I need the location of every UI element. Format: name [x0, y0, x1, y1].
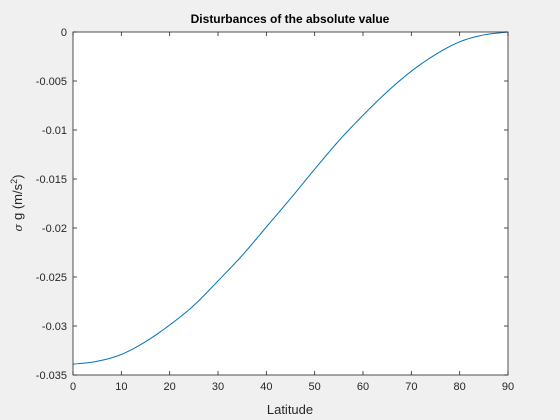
x-tick-label: 20 [164, 381, 176, 393]
y-tick-label: 0 [61, 27, 67, 39]
x-tick-label: 60 [357, 381, 369, 393]
y-tick-label: -0.03 [42, 321, 67, 333]
plot-frame [72, 31, 509, 376]
y-tick-label: -0.02 [42, 223, 67, 235]
y-axis-label-sigma: σ [12, 224, 25, 232]
x-tick-label: 90 [502, 381, 514, 393]
x-tick-label: 40 [260, 381, 272, 393]
y-axis-label-prefix: g (m/s [10, 183, 25, 220]
x-tick-labels: 0 10 20 30 40 50 60 70 80 90 [70, 381, 514, 393]
series-line [72, 31, 509, 365]
y-axis-label: σ g (m/s2) [9, 175, 25, 232]
y-tick-label: -0.01 [42, 125, 67, 137]
ticks-layer [72, 31, 509, 376]
x-tick-label: 10 [115, 381, 127, 393]
x-tick-label: 0 [70, 381, 76, 393]
x-tick-label: 80 [454, 381, 466, 393]
series-layer [72, 31, 509, 365]
y-tick-labels: 0 -0.005 -0.01 -0.015 -0.02 -0.025 -0.03 -0.035 [36, 27, 67, 382]
y-axis-label-sup: 2 [9, 179, 19, 184]
y-tick-label: -0.015 [36, 174, 67, 186]
chart-title: Disturbances of the absolute value [191, 12, 390, 26]
x-tick-label: 50 [309, 381, 321, 393]
x-tick-label: 30 [212, 381, 224, 393]
y-tick-label: -0.035 [36, 370, 67, 382]
y-tick-label: -0.005 [36, 76, 67, 88]
plot-area [73, 32, 508, 375]
x-axis-label: Latitude [267, 402, 313, 417]
y-axis-label-suffix: ) [10, 175, 25, 179]
x-tick-label: 70 [405, 381, 417, 393]
y-tick-label: -0.025 [36, 272, 67, 284]
